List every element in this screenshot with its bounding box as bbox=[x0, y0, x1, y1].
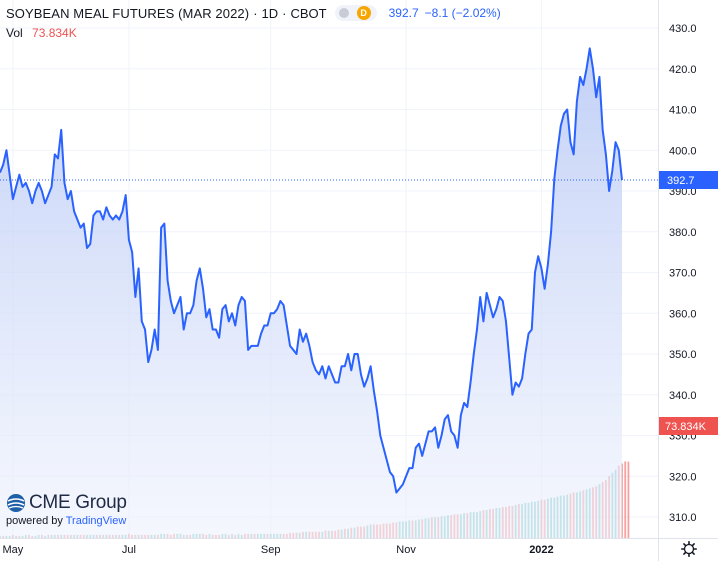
separator-dot: · bbox=[253, 5, 258, 21]
x-tick-label: 2022 bbox=[529, 544, 553, 556]
y-tick-label: 390.0 bbox=[669, 186, 697, 198]
price-line bbox=[0, 47, 623, 494]
chart-header: SOYBEAN MEAL FUTURES (MAR 2022) · 1D · C… bbox=[6, 4, 501, 22]
branding[interactable]: CME Group powered by TradingView bbox=[6, 492, 127, 527]
delayed-data-badge: D bbox=[356, 6, 371, 20]
y-tick-label: 410.0 bbox=[669, 105, 697, 117]
price-change-value: −8.1 (−2.02%) bbox=[424, 6, 501, 20]
gear-icon-tooth bbox=[683, 543, 687, 547]
last-price-label-box bbox=[659, 170, 718, 189]
volume-legend[interactable]: Vol 73.834K bbox=[6, 26, 77, 40]
x-axis[interactable]: May Jul Sep Nov 2022 bbox=[0, 538, 718, 557]
logo-text: CME Group bbox=[29, 492, 127, 513]
y-tick-label: 320.0 bbox=[669, 471, 697, 483]
gear-icon-tooth bbox=[691, 551, 695, 555]
powered-prefix: powered by bbox=[6, 515, 63, 527]
axis-price-labels: 392.7 73.834K bbox=[659, 170, 718, 435]
gear-icon-tooth bbox=[691, 543, 695, 547]
price-area bbox=[0, 48, 622, 538]
y-axis[interactable]: 430.0 420.0 410.0 400.0 390.0 380.0 370.0 360.0… bbox=[658, 0, 697, 561]
symbol-title[interactable]: SOYBEAN MEAL FUTURES (MAR 2022) bbox=[6, 5, 250, 21]
gear-icon-tooth bbox=[683, 551, 687, 555]
x-tick-label: Jul bbox=[122, 544, 136, 556]
volume-price-label-box bbox=[659, 417, 718, 435]
x-tick-label: Nov bbox=[396, 544, 416, 556]
volume-value: 73.834K bbox=[32, 26, 77, 40]
powered-by[interactable]: powered by TradingView bbox=[6, 515, 127, 527]
y-tick-label: 370.0 bbox=[669, 268, 697, 280]
gear-icon bbox=[681, 541, 697, 557]
cme-globe-icon bbox=[7, 494, 25, 512]
y-tick-label: 350.0 bbox=[669, 349, 697, 361]
y-tick-label: 360.0 bbox=[669, 308, 697, 320]
x-tick-label: May bbox=[3, 544, 24, 556]
market-status-dot-icon bbox=[338, 8, 349, 18]
volume-bar bbox=[627, 461, 630, 538]
market-status-pill[interactable]: D bbox=[334, 5, 377, 21]
chart-settings-button[interactable] bbox=[681, 541, 697, 557]
tradingview-link[interactable]: TradingView bbox=[65, 515, 127, 527]
volume-price-label-text: 73.834K bbox=[665, 421, 707, 433]
separator-dot: · bbox=[282, 5, 287, 21]
volume-label: Vol bbox=[6, 26, 23, 40]
y-tick-label: 420.0 bbox=[669, 64, 697, 76]
y-tick-label: 310.0 bbox=[669, 512, 697, 524]
interval-label[interactable]: 1D bbox=[261, 5, 279, 21]
last-price-value: 392.7 bbox=[388, 6, 419, 20]
last-price-label-text: 392.7 bbox=[667, 175, 695, 187]
y-tick-label: 400.0 bbox=[669, 145, 697, 157]
y-tick-label: 380.0 bbox=[669, 227, 697, 239]
y-tick-label: 430.0 bbox=[669, 23, 697, 35]
x-tick-label: Sep bbox=[261, 544, 281, 556]
cme-group-logo[interactable]: CME Group bbox=[6, 492, 127, 514]
y-tick-label: 340.0 bbox=[669, 390, 697, 402]
volume-bar bbox=[624, 461, 627, 538]
exchange-label: CBOT bbox=[290, 5, 327, 21]
